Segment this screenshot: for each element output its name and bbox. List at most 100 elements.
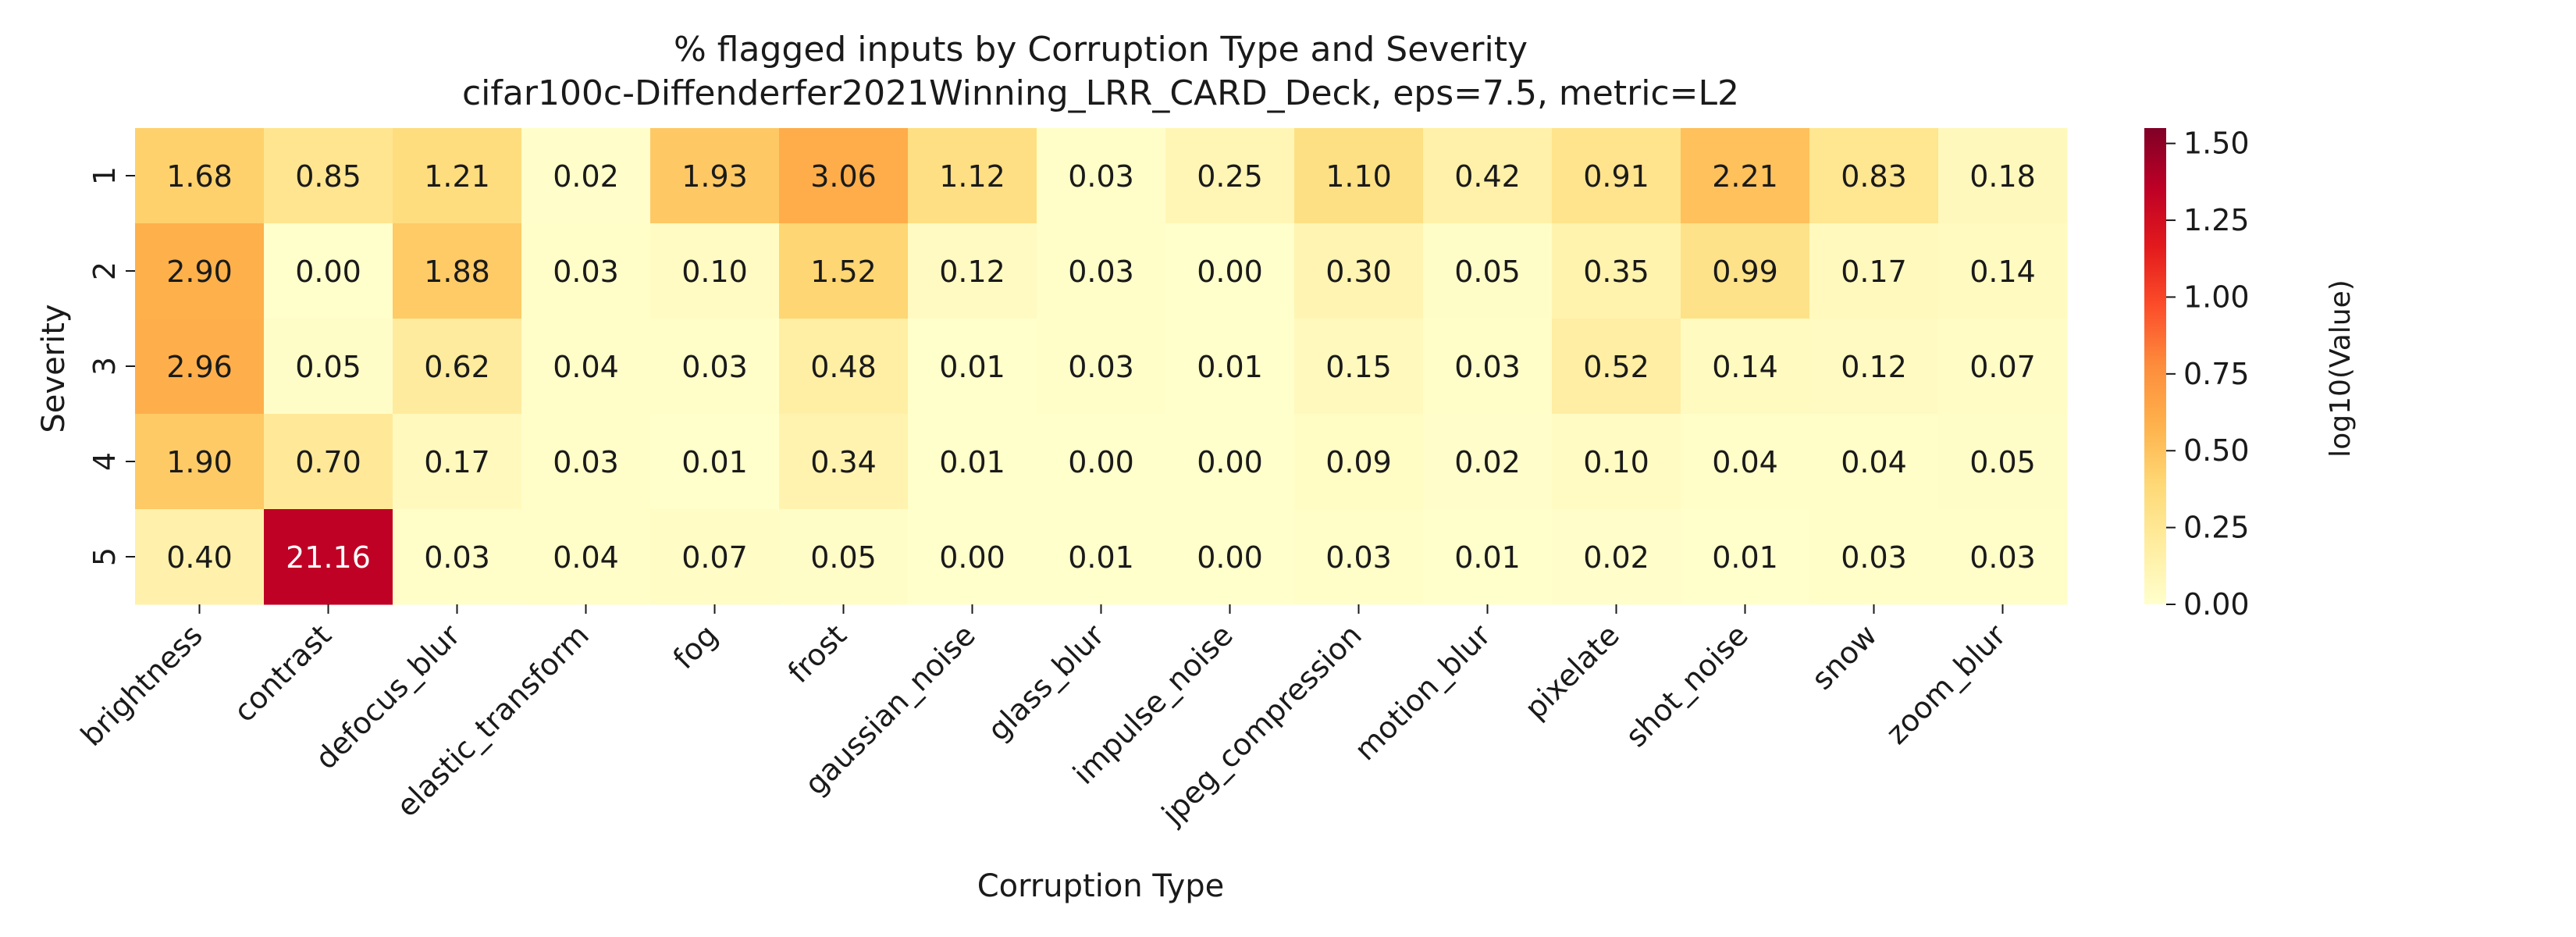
cell-value-label: 0.48 (810, 350, 877, 384)
cell-value-label: 0.70 (295, 445, 361, 479)
colorbar-tick-label: 1.25 (2183, 203, 2250, 237)
cell-value-label: 0.62 (424, 350, 490, 384)
cell-value-label: 0.03 (1841, 540, 1907, 575)
cell-value-label: 0.04 (553, 540, 619, 575)
heatmap-cell (1552, 414, 1681, 510)
heatmap-cells (135, 128, 2068, 605)
heatmap-cell (135, 319, 265, 415)
cell-value-label: 0.07 (1969, 350, 2036, 384)
heatmap-cell (1294, 223, 1424, 319)
heatmap-cell (1809, 128, 1939, 224)
heatmap-cell (393, 128, 522, 224)
colorbar-label: log10(Value) (2325, 280, 2357, 458)
cell-value-label: 0.40 (166, 540, 233, 575)
heatmap-cell (264, 509, 393, 605)
heatmap-cell (1294, 509, 1424, 605)
cell-value-label: 2.96 (166, 350, 233, 384)
cell-value-label: 0.00 (295, 255, 361, 289)
cell-value-label: 0.03 (1325, 540, 1392, 575)
heatmap-cell (650, 414, 780, 510)
cell-value-label: 0.03 (1969, 540, 2036, 575)
cell-value-label: 0.03 (553, 255, 619, 289)
chart-title: % flagged inputs by Corruption Type and … (674, 30, 1528, 69)
heatmap-cell (1165, 128, 1295, 224)
heatmap-cell (264, 128, 393, 224)
y-axis-label: Severity (36, 304, 72, 433)
heatmap-cell (393, 414, 522, 510)
cell-value-label: 0.05 (810, 540, 877, 575)
heatmap-cell (908, 509, 1037, 605)
cell-value-label: 0.01 (1197, 350, 1263, 384)
cell-value-label: 1.10 (1325, 159, 1392, 194)
y-axis: 1 2 3 4 5 (87, 166, 135, 566)
heatmap-cell (779, 128, 909, 224)
heatmap-cell (135, 509, 265, 605)
heatmap-cell (908, 414, 1037, 510)
x-axis-label: Corruption Type (977, 868, 1225, 904)
heatmap-cell (521, 223, 651, 319)
heatmap-cell (1681, 128, 1810, 224)
heatmap-cell (135, 223, 265, 319)
cell-value-label: 0.14 (1712, 350, 1778, 384)
x-axis: brightness contrastdefocus_blurelastic_tr… (74, 604, 2012, 832)
heatmap-cell (779, 414, 909, 510)
cell-value-label: 0.04 (1712, 445, 1778, 479)
heatmap-cell (1938, 128, 2068, 224)
heatmap-cell (1423, 223, 1553, 319)
y-tick-label: 5 (87, 547, 122, 566)
colorbar-tick-label: 0.75 (2183, 357, 2250, 391)
heatmap-cell (1681, 223, 1810, 319)
cell-value-label: 1.52 (810, 255, 877, 289)
x-tick-label: frost (781, 618, 853, 689)
x-tick-label: pixelate (1518, 618, 1626, 725)
heatmap-cell (908, 128, 1037, 224)
cell-value-label: 0.15 (1325, 350, 1392, 384)
heatmap-cell (135, 414, 265, 510)
heatmap-cell (1552, 223, 1681, 319)
heatmap-cell (1809, 319, 1939, 415)
cell-value-label: 0.00 (1197, 540, 1263, 575)
cell-value-label: 0.99 (1712, 255, 1778, 289)
cell-value-label: 0.01 (939, 350, 1005, 384)
heatmap-cell (521, 509, 651, 605)
cell-value-label: 1.93 (681, 159, 748, 194)
cell-value-label: 0.01 (681, 445, 748, 479)
cell-value-label: 0.30 (1325, 255, 1392, 289)
cell-value-label: 0.14 (1969, 255, 2036, 289)
cell-value-label: 0.01 (939, 445, 1005, 479)
colorbar-tick-label: 0.50 (2183, 433, 2250, 468)
x-tick-label: shot_noise (1619, 618, 1755, 754)
colorbar-tick-label: 1.50 (2183, 126, 2250, 161)
cell-value-label: 0.09 (1325, 445, 1392, 479)
y-tick-label: 4 (87, 452, 122, 471)
heatmap-cell (1037, 319, 1166, 415)
heatmap-cell (393, 509, 522, 605)
cell-value-label: 0.18 (1969, 159, 2036, 194)
cell-value-label: 0.00 (1197, 445, 1263, 479)
cell-value-label: 0.03 (1068, 159, 1134, 194)
cell-value-label: 0.12 (939, 255, 1005, 289)
colorbar-tick-label: 0.00 (2183, 587, 2250, 622)
cell-value-label: 0.03 (553, 445, 619, 479)
heatmap-cell (264, 319, 393, 415)
cell-value-label: 0.05 (1969, 445, 2036, 479)
heatmap-cell (1681, 509, 1810, 605)
heatmap-cell (1423, 509, 1553, 605)
heatmap-cell (521, 128, 651, 224)
colorbar-tick-label: 0.25 (2183, 511, 2250, 545)
cell-value-label: 0.17 (424, 445, 490, 479)
cell-value-label: 0.25 (1197, 159, 1263, 194)
heatmap-cell (1037, 128, 1166, 224)
y-tick-label: 3 (87, 357, 122, 376)
cell-value-label: 1.68 (166, 159, 233, 194)
x-tick-label: brightness (74, 618, 209, 753)
cell-value-label: 0.85 (295, 159, 361, 194)
heatmap-cell (521, 319, 651, 415)
heatmap-cell (264, 414, 393, 510)
cell-value-label: 0.05 (1454, 255, 1521, 289)
cell-value-label: 0.42 (1454, 159, 1521, 194)
cell-value-label: 0.91 (1583, 159, 1649, 194)
y-tick-label: 2 (87, 262, 122, 280)
cell-value-label: 0.07 (681, 540, 748, 575)
heatmap-cell (1552, 128, 1681, 224)
